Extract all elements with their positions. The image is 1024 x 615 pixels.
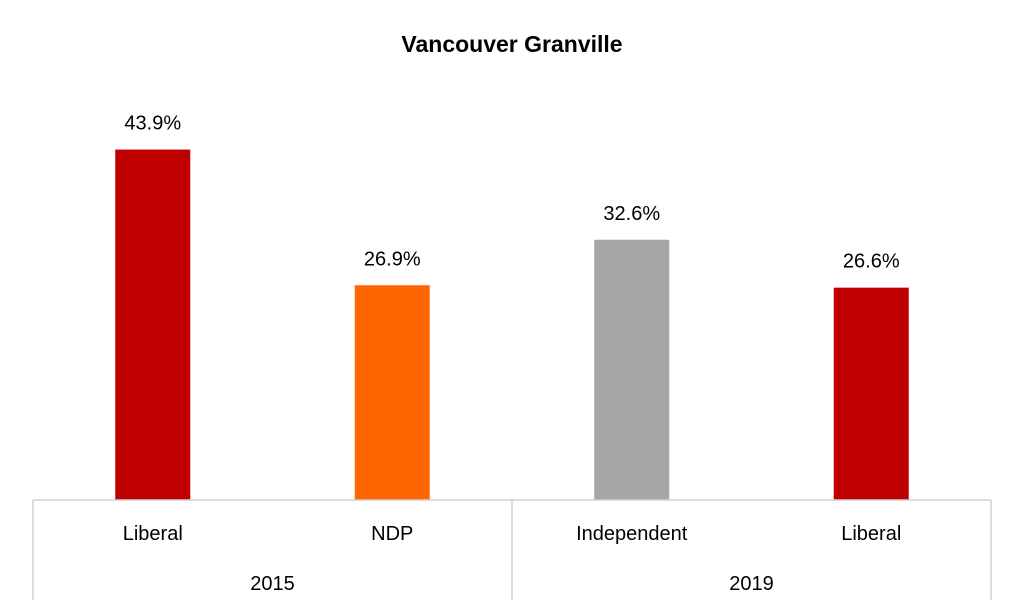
bar-2015-ndp <box>354 285 430 500</box>
data-label: 32.6% <box>603 203 660 225</box>
category-axis: Liberal NDP 2015 Independent Liberal 2019 <box>32 499 992 600</box>
category-label: NDP <box>371 523 413 545</box>
group-label: 2019 <box>729 573 774 595</box>
data-label: 26.9% <box>364 248 421 270</box>
category-label: Liberal <box>123 523 183 545</box>
bar-2019-independent <box>594 239 670 500</box>
chart-title: Vancouver Granville <box>401 31 622 57</box>
data-label: 43.9% <box>124 113 181 135</box>
data-label: 26.6% <box>843 251 900 273</box>
category-label: Liberal <box>841 523 901 545</box>
category-label: Independent <box>576 523 688 545</box>
group-label: 2015 <box>250 573 295 595</box>
data-labels-layer: 43.9% 26.9% 32.6% 26.6% <box>124 113 899 273</box>
bars-layer <box>115 149 909 501</box>
bar-2015-liberal <box>115 149 191 501</box>
bar-2019-liberal <box>833 287 909 500</box>
